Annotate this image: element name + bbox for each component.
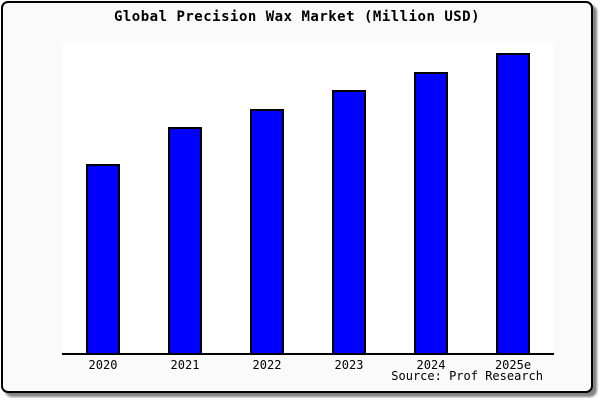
bar-2022 <box>250 108 284 353</box>
bars-container <box>62 43 554 353</box>
source-text: Source: Prof Research <box>391 369 543 383</box>
x-label-2023: 2023 <box>334 358 364 372</box>
plot-area <box>62 43 554 355</box>
chart-title: Global Precision Wax Market (Million USD… <box>113 9 481 25</box>
bar-2024 <box>414 71 448 353</box>
x-axis-labels: 2020 2021 2022 2023 2024 2025e <box>62 358 554 372</box>
bar-2023 <box>332 89 366 353</box>
bar-2021 <box>168 127 202 353</box>
bar-2025e <box>496 53 530 353</box>
x-label-2024: 2024 <box>416 358 446 372</box>
x-label-2020: 2020 <box>88 358 118 372</box>
chart-card: Global Precision Wax Market (Million USD… <box>1 1 593 393</box>
x-label-2022: 2022 <box>252 358 282 372</box>
x-label-2021: 2021 <box>170 358 200 372</box>
x-label-2025e: 2025e <box>494 358 532 372</box>
bar-2020 <box>86 164 120 353</box>
